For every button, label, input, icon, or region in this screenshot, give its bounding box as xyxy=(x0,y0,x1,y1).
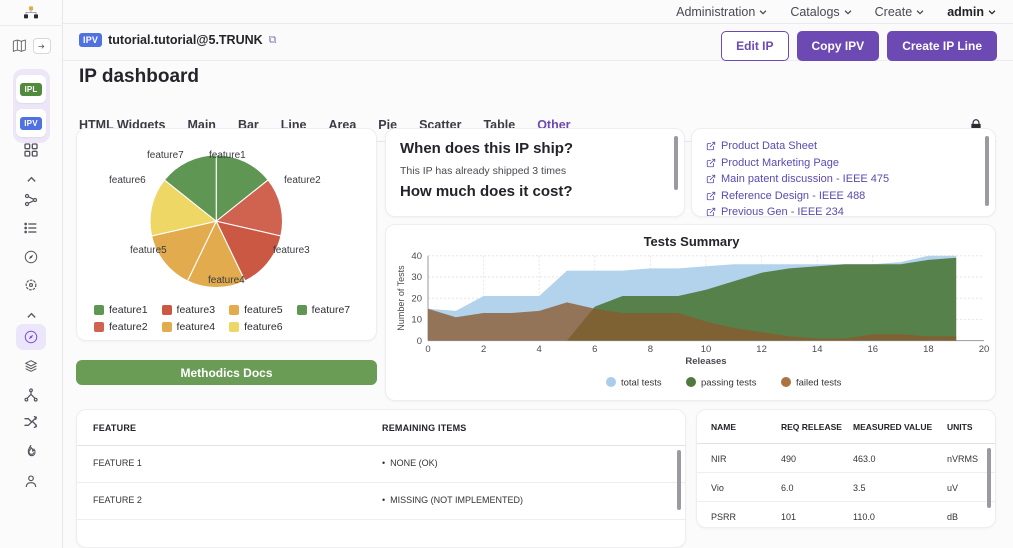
svg-text:12: 12 xyxy=(756,344,767,355)
svg-text:40: 40 xyxy=(411,251,422,262)
svg-text:10: 10 xyxy=(701,344,712,355)
svg-text:30: 30 xyxy=(411,272,422,283)
svg-text:14: 14 xyxy=(812,344,823,355)
svg-text:18: 18 xyxy=(923,344,934,355)
svg-text:total tests: total tests xyxy=(621,378,662,389)
svg-text:10: 10 xyxy=(411,315,422,326)
svg-text:0: 0 xyxy=(417,336,422,347)
svg-text:6: 6 xyxy=(592,344,597,355)
svg-text:4: 4 xyxy=(537,344,542,355)
svg-text:0: 0 xyxy=(425,344,430,355)
svg-text:failed tests: failed tests xyxy=(796,378,842,389)
svg-text:Releases: Releases xyxy=(685,356,726,367)
svg-text:16: 16 xyxy=(868,344,879,355)
svg-text:8: 8 xyxy=(648,344,653,355)
svg-text:20: 20 xyxy=(411,294,422,305)
svg-text:20: 20 xyxy=(979,344,990,355)
svg-text:2: 2 xyxy=(481,344,486,355)
svg-text:passing tests: passing tests xyxy=(701,378,757,389)
